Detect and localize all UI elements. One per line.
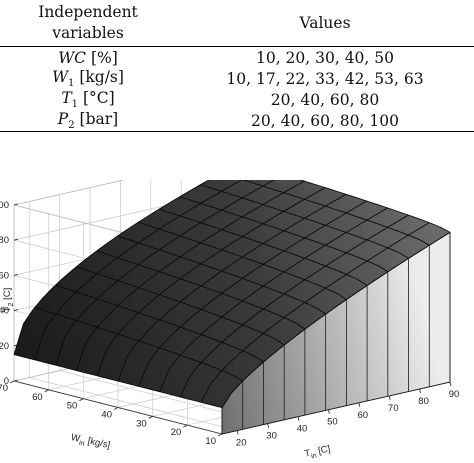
z-tick-label: 100 xyxy=(0,200,9,211)
row-variable: T1 [°C] xyxy=(0,89,176,110)
variable-unit: [kg/s] xyxy=(79,68,124,86)
x-axis-label-subscript: in xyxy=(311,452,318,460)
x-axis-label: Tin [C] xyxy=(304,443,332,461)
table-row-t1: T1 [°C] 20, 40, 60, 80 xyxy=(0,89,474,110)
x-tick-label: 90 xyxy=(449,389,460,400)
variable-unit: [%] xyxy=(90,48,118,67)
y-axis-label-subscript: in xyxy=(78,440,85,448)
header-values: Values xyxy=(299,14,351,32)
variable-subscript: 1 xyxy=(68,78,75,90)
surface-mesh-line xyxy=(159,207,388,392)
surface-mesh-line xyxy=(75,180,305,371)
x-axis-label-unit: [C] xyxy=(315,443,332,457)
variable-unit: [bar] xyxy=(79,110,119,129)
y-tick-mark xyxy=(148,415,153,419)
x-axis-label-symbol: T xyxy=(304,448,312,460)
z-axis-label-subscript: 2 xyxy=(8,302,15,306)
y-tick-mark xyxy=(9,380,15,384)
y-axis-label-unit: [kg/s] xyxy=(84,435,111,451)
y-tick-mark xyxy=(79,398,84,402)
z-tick-mark xyxy=(13,203,19,206)
z-axis-label: T2 [C] xyxy=(2,288,15,313)
variables-table: Independent variables Values WC [%] 10, … xyxy=(0,0,474,132)
z-tick-label: 60 xyxy=(0,270,9,281)
row-variable: P2 [bar] xyxy=(0,110,176,132)
variable-symbol: WC xyxy=(58,48,87,67)
y-tick-label: 30 xyxy=(136,418,147,429)
row-values: 10, 20, 30, 40, 50 xyxy=(255,48,395,67)
y-tick-mark xyxy=(217,433,223,437)
table-row-wc: WC [%] 10, 20, 30, 40, 50 xyxy=(0,47,474,69)
y-axis-label-symbol: W xyxy=(70,432,81,445)
row-values: 20, 40, 60, 80 xyxy=(270,90,380,109)
z-tick-mark xyxy=(13,273,19,276)
row-values: 20, 40, 60, 80, 100 xyxy=(251,111,399,130)
z-tick-mark xyxy=(13,238,19,241)
y-axis-label: Win [kg/s] xyxy=(70,432,112,453)
surface-mesh-line xyxy=(221,232,451,408)
variable-subscript: 1 xyxy=(71,99,79,111)
x-tick-mark xyxy=(267,423,270,428)
surface-top xyxy=(14,180,450,408)
variable-unit: [°C] xyxy=(82,89,115,108)
surface-plot: 0 20 40 60 80 100 20 30 40 50 60 70 80 90 10 20 30 40 50 60… xyxy=(0,180,459,461)
x-tick-label: 20 xyxy=(236,438,247,449)
surface-mesh-line xyxy=(34,180,243,361)
z-axis-label-unit: [C] xyxy=(2,288,13,303)
header-independent-variables: Independent variables xyxy=(0,0,176,47)
row-variable: WC [%] xyxy=(0,47,176,69)
y-tick-label: 20 xyxy=(171,427,182,438)
z-tick-mark xyxy=(13,309,19,312)
z-tick-label: 20 xyxy=(0,341,9,352)
x-tick-mark xyxy=(449,381,452,387)
axes-box-edge xyxy=(13,180,126,206)
surface-mesh-line xyxy=(13,180,210,355)
z-tick-label: 80 xyxy=(0,235,9,246)
axis-ticks: 0 20 40 60 80 100 20 30 40 50 60 70 80 90 10 20 30 40 50 60… xyxy=(0,200,459,449)
y-tick-mark xyxy=(113,407,119,410)
x-tick-label: 50 xyxy=(327,417,338,428)
x-tick-mark xyxy=(297,416,300,421)
surface-mesh-line xyxy=(138,200,368,387)
x-tick-mark xyxy=(419,388,422,394)
variable-subscript: 2 xyxy=(68,120,75,132)
table-row-p2: P2 [bar] 20, 40, 60, 80, 100 xyxy=(0,110,474,132)
x-tick-label: 60 xyxy=(358,410,369,421)
z-tick-mark xyxy=(13,379,19,382)
y-tick-label: 50 xyxy=(67,401,78,412)
axis-labels: T2 [C]Tin [C]Win [kg/s] xyxy=(2,288,332,461)
z-tick-label: 40 xyxy=(0,306,9,317)
x-tick-label: 40 xyxy=(297,424,308,435)
y-tick-label: 40 xyxy=(101,410,112,421)
y-tick-mark xyxy=(44,389,49,393)
variable-symbol: T xyxy=(61,89,72,108)
z-tick-label: 0 xyxy=(4,376,9,387)
variable-symbol: P xyxy=(57,110,69,129)
surface-mesh-line xyxy=(200,222,430,403)
y-tick-label: 10 xyxy=(205,436,216,447)
y-tick-mark xyxy=(183,424,188,428)
surface-mesh-line xyxy=(179,214,409,398)
row-variable: W1 [kg/s] xyxy=(0,68,176,89)
x-tick-mark xyxy=(388,395,391,400)
surface-mesh-line xyxy=(96,187,326,376)
x-tick-mark xyxy=(327,409,330,414)
y-tick-label: 60 xyxy=(32,392,43,403)
y-tick-label: 70 xyxy=(0,383,8,394)
x-tick-label: 30 xyxy=(266,431,277,442)
variable-symbol: W xyxy=(52,68,69,86)
table-row-w1: W1 [kg/s] 10, 17, 22, 33, 42, 53, 63 xyxy=(0,68,474,89)
z-axis-label-symbol: T xyxy=(2,306,13,312)
row-values: 10, 17, 22, 33, 42, 53, 63 xyxy=(226,69,424,88)
x-tick-label: 70 xyxy=(388,403,399,414)
surface xyxy=(13,180,451,435)
x-tick-mark xyxy=(236,430,239,435)
header-col1-line2: variables xyxy=(52,24,124,42)
x-tick-mark xyxy=(358,402,361,407)
surface-mesh-line xyxy=(55,180,275,366)
header-col1-line1: Independent xyxy=(38,3,138,21)
x-tick-label: 80 xyxy=(418,396,429,407)
surface-mesh-line xyxy=(117,193,347,382)
